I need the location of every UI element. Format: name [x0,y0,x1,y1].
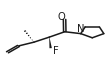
Text: F: F [52,46,58,56]
Polygon shape [49,37,51,48]
Text: O: O [57,12,65,22]
Text: N: N [76,24,84,34]
